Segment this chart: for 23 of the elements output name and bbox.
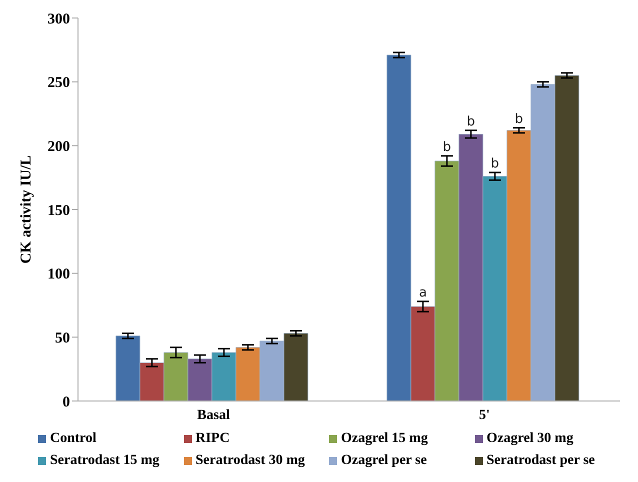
y-axis-title: CK activity IU/L xyxy=(18,155,34,264)
data-label: a xyxy=(418,285,427,300)
x-tick-label: Basal xyxy=(197,408,230,423)
data-label: b xyxy=(442,140,452,155)
y-tick-label: 100 xyxy=(48,266,70,283)
legend-label: Ozagrel per se xyxy=(341,453,427,469)
legend-label: Ozagrel 15 mg xyxy=(341,431,428,447)
y-tick-label: 150 xyxy=(48,202,70,219)
y-tick-label: 0 xyxy=(62,394,70,410)
y-tick-label: 300 xyxy=(48,11,70,28)
data-label: b xyxy=(490,156,500,172)
legend-label: Seratrodast per se xyxy=(486,453,595,469)
y-tick-label: 50 xyxy=(55,330,70,346)
legend-label: RIPC xyxy=(196,431,230,447)
y-tick-label: 250 xyxy=(48,75,70,92)
data-label: b xyxy=(514,112,524,127)
x-tick-label: 5' xyxy=(479,408,490,423)
data-label: b xyxy=(466,114,476,130)
legend-label: Seratrodast 30 mg xyxy=(196,453,305,469)
y-tick-label: 200 xyxy=(48,138,70,155)
legend-label: Seratrodast 15 mg xyxy=(50,453,160,469)
legend-label: Control xyxy=(50,431,96,447)
legend-label: Ozagrel 30 mg xyxy=(486,431,574,447)
